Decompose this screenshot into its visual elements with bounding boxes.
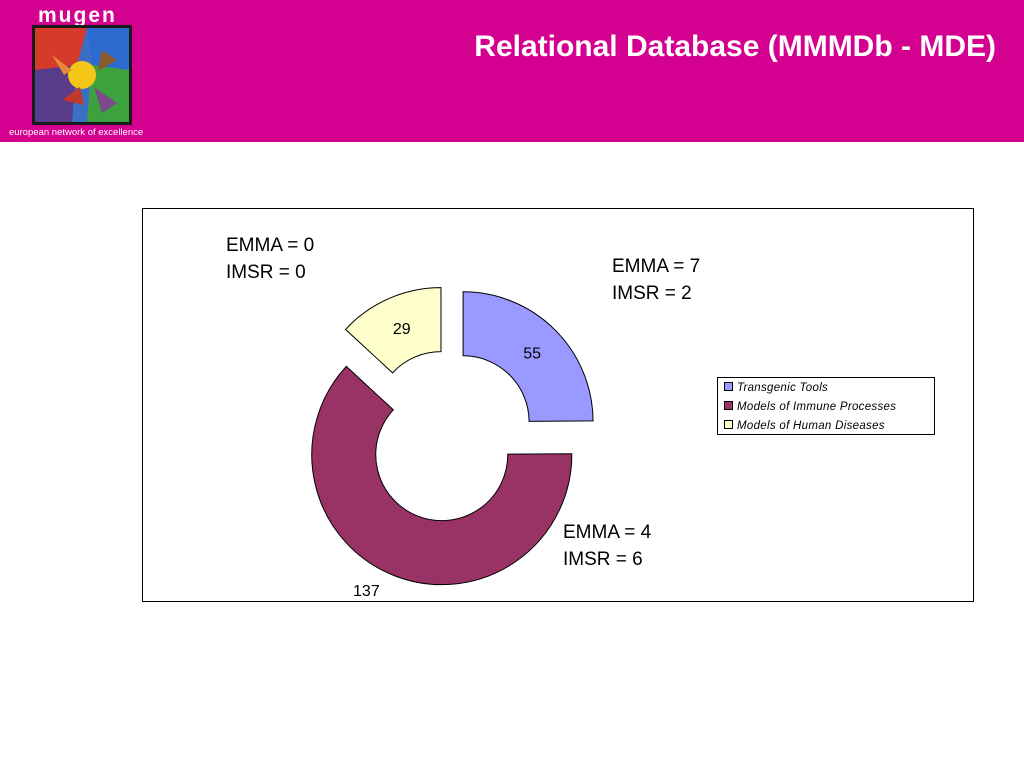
legend-label: Transgenic Tools [737, 382, 829, 394]
annotation-line: IMSR = 2 [612, 283, 692, 304]
legend-item: Models of Human Diseases [724, 418, 885, 434]
chart-frame: 55 137 29 EMMA = 0 IMSR = 0 EMMA = 7 IMSR … [142, 208, 974, 602]
annotation-transgenic-tools: EMMA = 7 IMSR = 2 [612, 253, 700, 307]
legend-item: Transgenic Tools [724, 380, 828, 396]
annotation-line: EMMA = 7 [612, 256, 701, 277]
chart-legend: Transgenic Tools Models of Immune Proces… [717, 377, 935, 435]
legend-swatch [724, 401, 733, 411]
legend-swatch [724, 420, 733, 430]
doughnut-slice-models-of-immune-processes [311, 365, 573, 586]
mugen-logo-icon [32, 25, 132, 125]
annotation-line: IMSR = 0 [226, 262, 306, 283]
legend-item: Models of Immune Processes [724, 399, 896, 415]
doughnut-slice-models-of-human-diseases [344, 287, 442, 374]
slice-value-label: 29 [393, 321, 411, 338]
logo-wordmark: mugen [38, 4, 117, 27]
legend-label: Models of Immune Processes [737, 401, 897, 413]
annotation-line: EMMA = 0 [226, 235, 315, 256]
page-title: Relational Database (MMMDb - MDE) [474, 30, 996, 63]
annotation-line: EMMA = 4 [563, 522, 652, 543]
legend-label: Models of Human Diseases [737, 420, 885, 432]
doughnut-chart: 55 137 29 [311, 287, 594, 600]
annotation-human-diseases: EMMA = 0 IMSR = 0 [226, 232, 314, 286]
slice-value-label: 55 [523, 345, 541, 362]
annotation-line: IMSR = 6 [563, 549, 643, 570]
doughnut-slice-transgenic-tools [462, 291, 594, 422]
annotation-immune-processes: EMMA = 4 IMSR = 6 [563, 519, 651, 573]
legend-swatch [724, 382, 733, 392]
header-band: mugen european network of excellence Rel… [0, 0, 1024, 142]
slice-value-label: 137 [353, 583, 380, 600]
logo-tagline: european network of excellence [9, 127, 144, 138]
